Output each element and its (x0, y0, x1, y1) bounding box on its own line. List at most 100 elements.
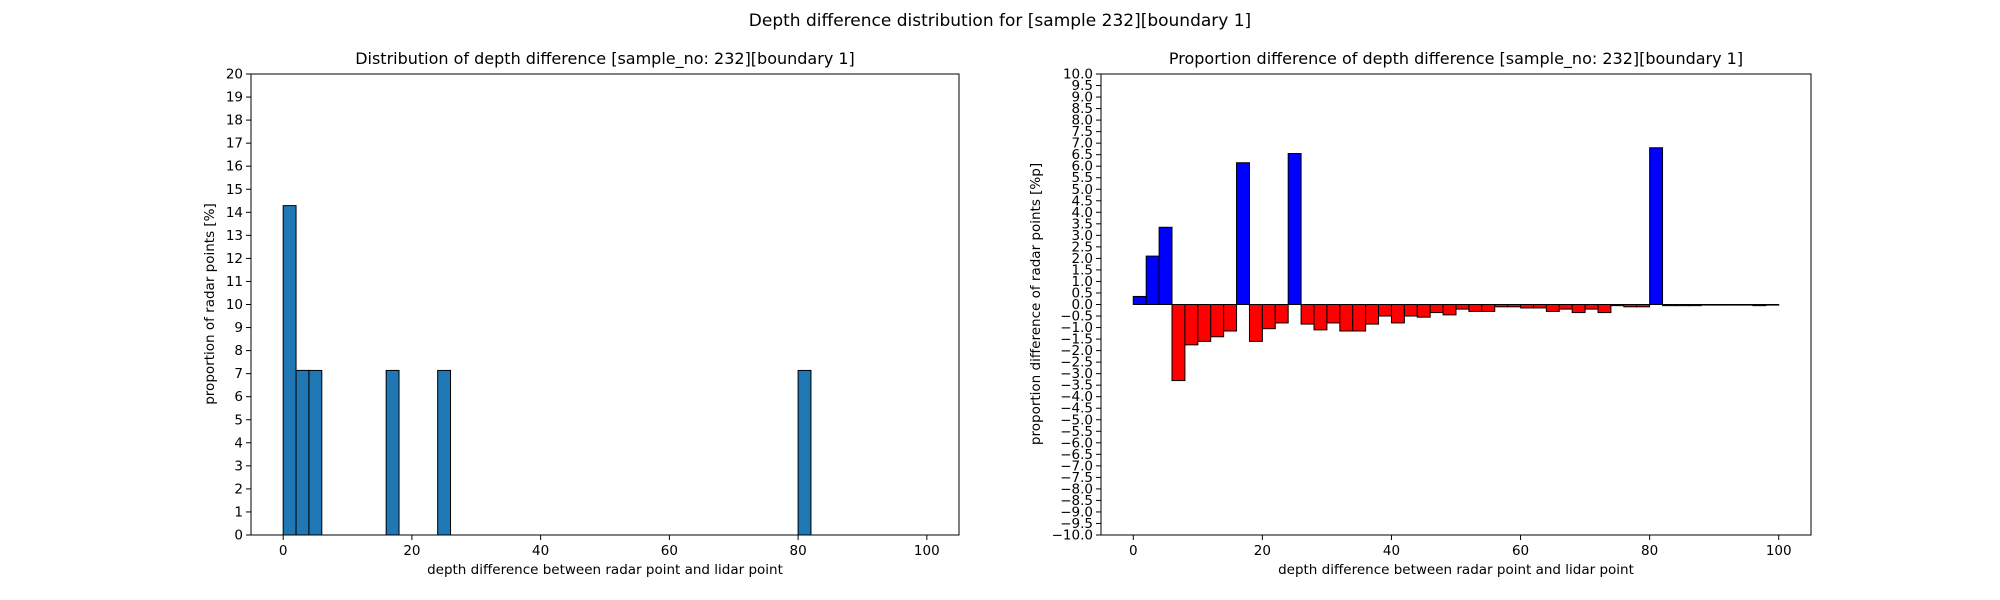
bar-46 (1726, 304, 1741, 306)
y-tick-label-13: 13 (226, 228, 243, 244)
y-tick-label-11: −4.5 (1060, 401, 1093, 417)
histogram-x-axis-label: depth difference between radar point and… (427, 562, 783, 578)
y-tick-label-31: 5.5 (1072, 170, 1093, 186)
difference-bars (1132, 147, 1780, 382)
bar-39 (1636, 304, 1651, 308)
x-tick-label-3: 60 (1512, 543, 1529, 559)
bar-29 (1507, 304, 1522, 308)
y-tick-label-16: −2.0 (1060, 343, 1093, 359)
y-tick-label-13: −3.5 (1060, 378, 1093, 394)
y-tick-label-9: 9 (234, 320, 243, 336)
bar-26 (1468, 304, 1483, 312)
y-tick-label-16: 16 (226, 159, 243, 175)
bar-5 (797, 369, 812, 536)
y-tick-label-27: 3.5 (1072, 216, 1093, 232)
y-tick-label-7: −6.5 (1060, 447, 1093, 463)
bar-25 (1455, 304, 1470, 310)
y-tick-label-38: 9.0 (1072, 90, 1093, 106)
bar-27 (1481, 304, 1496, 312)
bar-28 (1494, 304, 1509, 308)
bar-4 (437, 369, 452, 536)
bar-48 (1752, 304, 1767, 307)
y-tick-label-17: −1.5 (1060, 332, 1093, 348)
bar-1 (295, 369, 310, 536)
y-tick-label-14: 14 (226, 205, 243, 221)
y-tick-label-0: 0 (234, 528, 243, 544)
y-tick-label-36: 8.0 (1072, 113, 1093, 129)
x-tick-label-5: 100 (914, 543, 940, 559)
y-tick-label-1: 1 (234, 504, 243, 520)
y-tick-label-39: 9.5 (1072, 78, 1093, 94)
x-tick-label-3: 60 (661, 543, 678, 559)
y-tick-label-8: 8 (234, 343, 243, 359)
bar-35 (1584, 304, 1599, 310)
x-tick-label-4: 80 (1641, 543, 1658, 559)
y-tick-label-21: 0.5 (1072, 285, 1093, 301)
y-tick-label-33: 6.5 (1072, 147, 1093, 163)
bar-0 (282, 205, 297, 536)
y-tick-label-25: 2.5 (1072, 239, 1093, 255)
bar-2 (1158, 226, 1173, 305)
bar-5 (1197, 304, 1212, 342)
y-tick-label-22: 1.0 (1072, 274, 1093, 290)
bar-8 (1236, 162, 1250, 305)
difference-y-axis-label: proportion difference of radar points [%… (1028, 163, 1044, 445)
bar-21 (1403, 304, 1418, 317)
y-tick-label-3: 3 (234, 458, 243, 474)
bar-49 (1765, 304, 1780, 306)
histogram-panel: Distribution of depth difference [sample… (202, 49, 960, 578)
bar-42 (1674, 304, 1689, 307)
y-tick-label-6: −7.0 (1060, 458, 1093, 474)
y-tick-label-20: 0.0 (1072, 297, 1093, 313)
y-tick-label-2: −9.0 (1060, 504, 1093, 520)
histogram-x-ticks: 0 20 40 60 80 100 (279, 535, 940, 559)
bar-34 (1571, 304, 1586, 314)
y-tick-label-15: 15 (226, 182, 243, 198)
y-tick-label-5: 5 (234, 412, 243, 428)
y-tick-label-3: −8.5 (1060, 493, 1093, 509)
difference-y-ticks: −10.0−9.5−9.0−8.5−8.0−7.5−7.0−6.5−6.0−5.… (1052, 67, 1101, 544)
y-tick-label-40: 10.0 (1063, 67, 1093, 83)
y-tick-label-32: 6.0 (1072, 159, 1093, 175)
y-tick-label-14: −3.0 (1060, 366, 1093, 382)
bar-9 (1248, 304, 1263, 342)
bar-31 (1532, 304, 1547, 309)
y-tick-label-10: −5.0 (1060, 412, 1093, 428)
bar-43 (1687, 304, 1702, 307)
y-tick-label-4: −8.0 (1060, 481, 1093, 497)
y-tick-label-18: 18 (226, 113, 243, 129)
x-tick-label-4: 80 (789, 543, 806, 559)
y-tick-label-30: 5.0 (1072, 182, 1093, 198)
bar-23 (1429, 304, 1444, 314)
y-tick-label-19: −0.5 (1060, 309, 1093, 325)
histogram-bars (282, 205, 812, 536)
y-tick-label-17: 17 (226, 136, 243, 152)
y-tick-label-4: 4 (234, 435, 243, 451)
x-tick-label-0: 0 (279, 543, 288, 559)
histogram-y-axis-label: proportion of radar points [%] (202, 203, 218, 405)
bar-13 (1300, 304, 1315, 325)
bar-7 (1223, 304, 1238, 332)
bar-6 (1210, 304, 1225, 338)
y-tick-label-12: 12 (226, 251, 243, 267)
y-tick-label-23: 1.5 (1072, 262, 1093, 278)
y-tick-label-20: 20 (226, 67, 243, 83)
bar-22 (1416, 304, 1431, 318)
y-tick-label-29: 4.5 (1072, 193, 1093, 209)
y-tick-label-24: 2.0 (1072, 251, 1093, 267)
bar-45 (1713, 304, 1728, 306)
bar-37 (1610, 304, 1625, 307)
bar-17 (1352, 304, 1367, 332)
bar-0 (1132, 295, 1147, 305)
bar-12 (1287, 153, 1302, 305)
y-tick-label-9: −5.5 (1060, 424, 1093, 440)
y-tick-label-35: 7.5 (1072, 124, 1093, 140)
y-tick-label-10: 10 (226, 297, 243, 313)
bar-18 (1365, 304, 1380, 325)
bar-2 (308, 369, 323, 536)
y-tick-label-8: −6.0 (1060, 435, 1093, 451)
y-tick-label-5: −7.5 (1060, 470, 1093, 486)
